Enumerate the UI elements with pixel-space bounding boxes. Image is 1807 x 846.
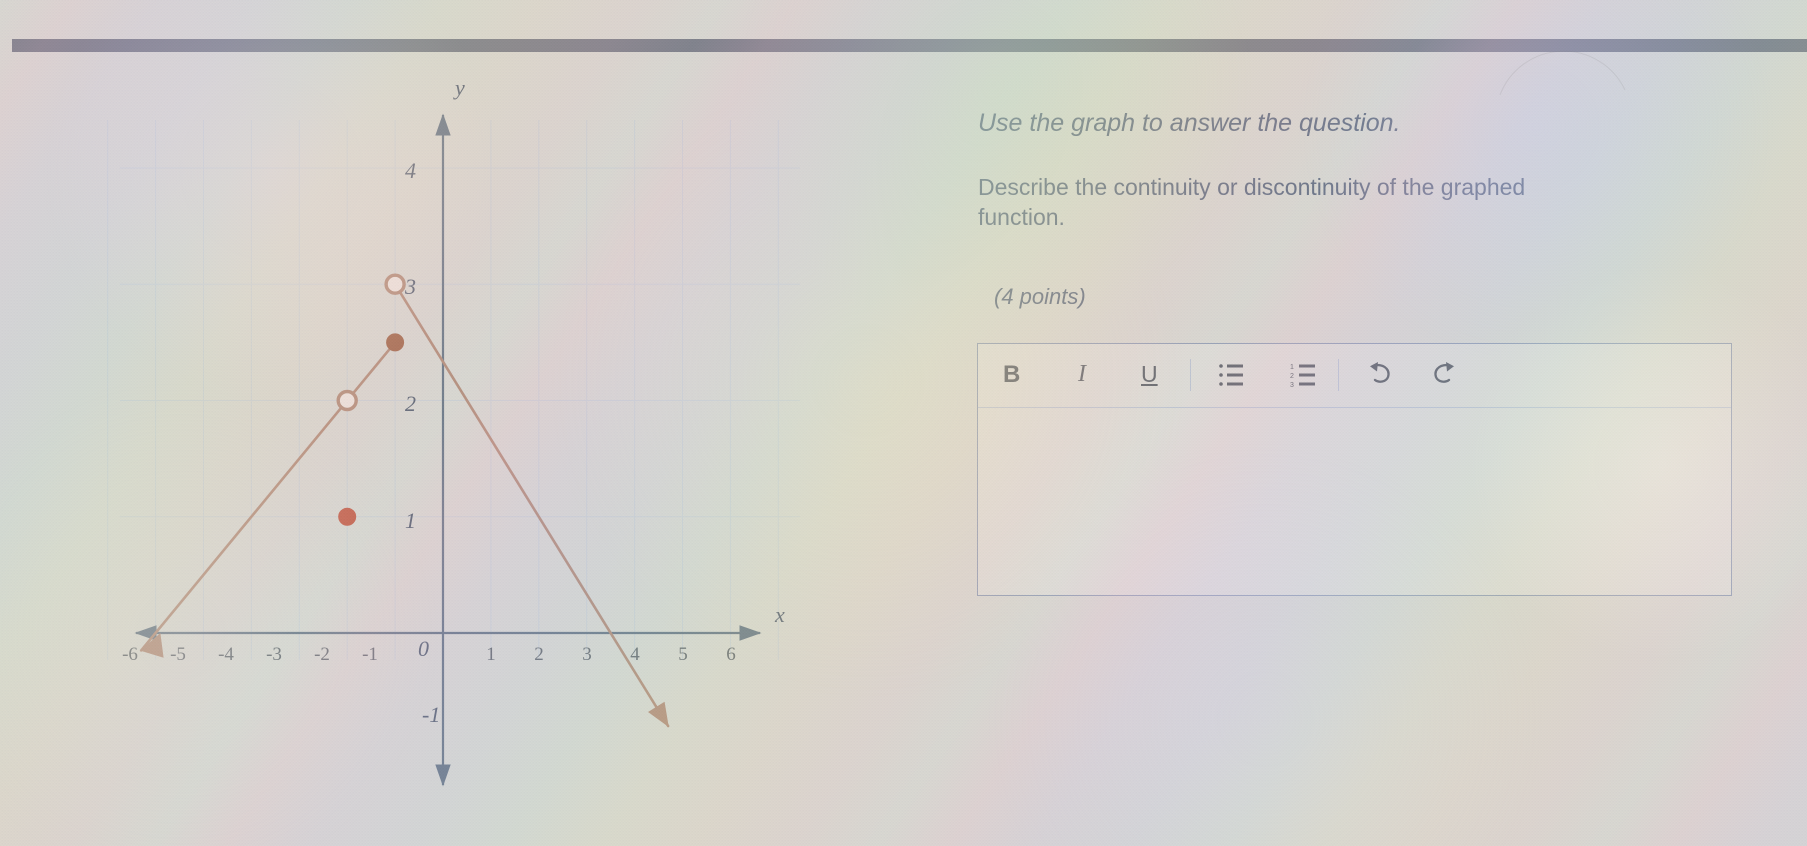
svg-text:2: 2 [405,391,416,416]
svg-text:2: 2 [1290,373,1294,380]
svg-text:-1: -1 [362,644,378,665]
svg-text:y: y [453,75,465,100]
svg-text:0: 0 [418,636,429,661]
svg-text:4: 4 [630,644,640,665]
svg-text:1: 1 [405,508,416,533]
svg-text:5: 5 [678,644,688,665]
svg-text:3: 3 [582,644,592,665]
svg-text:x: x [774,602,785,627]
svg-text:3: 3 [404,274,416,299]
svg-text:-5: -5 [170,644,186,665]
svg-text:-2: -2 [314,644,330,665]
svg-text:6: 6 [726,644,736,665]
svg-text:1: 1 [1290,364,1294,371]
svg-text:1: 1 [486,644,496,665]
svg-text:2: 2 [534,644,544,665]
svg-text:-6: -6 [122,644,138,665]
svg-text:3: 3 [1290,382,1294,388]
svg-text:-3: -3 [266,644,282,665]
svg-text:-1: -1 [422,702,440,727]
svg-text:4: 4 [405,158,416,183]
svg-text:-4: -4 [218,644,234,665]
